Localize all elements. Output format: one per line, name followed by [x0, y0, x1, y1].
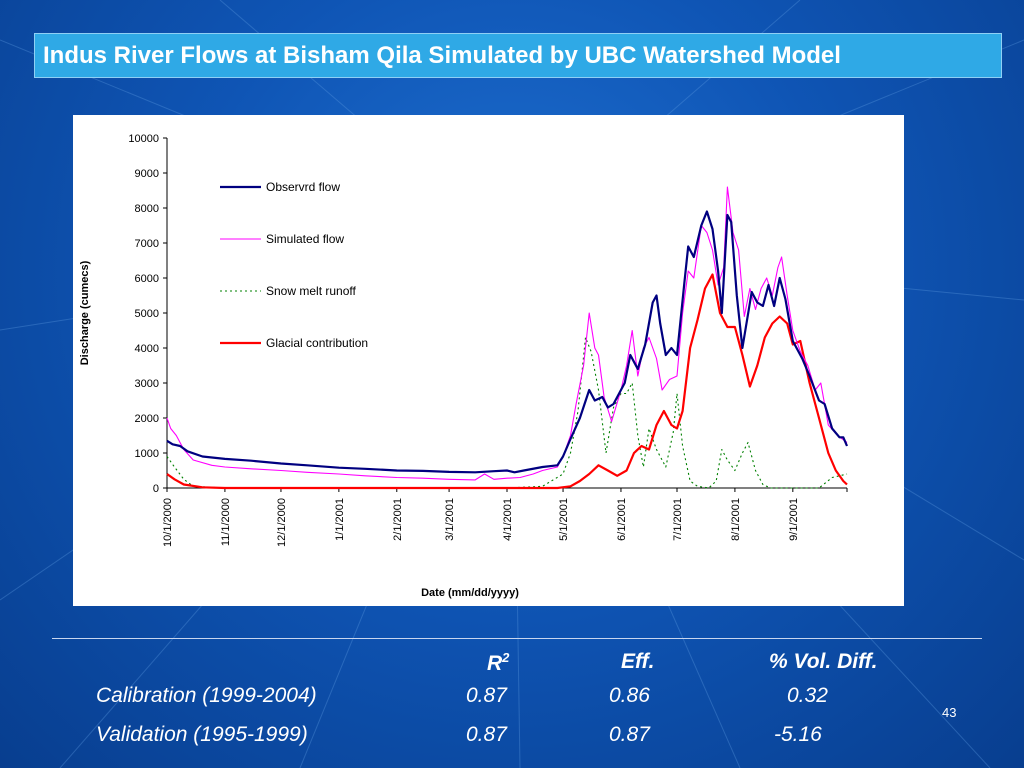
x-tick-label: 6/1/2001	[616, 498, 628, 541]
y-tick-label: 9000	[135, 168, 159, 180]
row-calibration-r2: 0.87	[466, 684, 507, 707]
x-tick-label: 12/1/2000	[276, 498, 288, 547]
row-validation-label: Validation (1995-1999)	[96, 723, 308, 746]
y-tick-label: 4000	[135, 343, 159, 355]
x-tick-label: 3/1/2001	[444, 498, 456, 541]
y-tick-label: 3000	[135, 378, 159, 390]
x-tick-label: 4/1/2001	[502, 498, 514, 541]
y-tick-label: 1000	[135, 448, 159, 460]
y-tick-label: 7000	[135, 238, 159, 250]
header-r2: R2	[487, 650, 510, 675]
series-line-glacial-contribution	[166, 273, 848, 490]
series-line-snow-melt-runoff	[166, 336, 848, 489]
y-tick-label: 8000	[135, 203, 159, 215]
page-number: 43	[942, 705, 957, 720]
header-eff: Eff.	[621, 650, 655, 673]
slide-title: Indus River Flows at Bisham Qila Simulat…	[43, 42, 841, 69]
x-tick-label: 1/1/2001	[334, 498, 346, 541]
x-tick-label: 11/1/2000	[220, 498, 232, 546]
legend-label: Observrd flow	[266, 180, 340, 194]
row-calibration-vol-diff: 0.32	[787, 684, 828, 707]
legend-label: Simulated flow	[266, 232, 344, 246]
x-tick-label: 5/1/2001	[558, 498, 570, 541]
y-axis-title: Discharge (cumecs)	[79, 260, 91, 365]
row-validation-vol-diff: -5.16	[774, 723, 822, 746]
row-calibration-label: Calibration (1999-2004)	[96, 684, 317, 707]
chart-panel: 0 1000 2000 3000 4000 5000 6000 7000 8000 9000 100…	[73, 115, 904, 606]
x-tick-label: 2/1/2001	[392, 498, 404, 541]
header-vol-diff: % Vol. Diff.	[769, 650, 878, 673]
row-validation-r2: 0.87	[466, 723, 507, 746]
discharge-chart: 0 1000 2000 3000 4000 5000 6000 7000 8000 9000 100…	[79, 133, 849, 599]
y-tick-label: 6000	[135, 273, 159, 285]
y-tick-label: 2000	[135, 413, 159, 425]
row-validation-eff: 0.87	[609, 723, 650, 746]
y-tick-label: 0	[153, 483, 159, 495]
row-calibration-eff: 0.86	[609, 684, 650, 707]
x-tick-label: 9/1/2001	[788, 498, 800, 541]
x-tick-label: 8/1/2001	[730, 498, 742, 541]
series-line-observrd-flow	[166, 210, 849, 474]
table-divider	[52, 638, 982, 639]
y-tick-label: 10000	[128, 133, 159, 145]
x-axis-title: Date (mm/dd/yyyy)	[421, 587, 519, 599]
x-tick-label: 7/1/2001	[672, 498, 684, 541]
y-tick-label: 5000	[135, 308, 159, 320]
legend-label: Snow melt runoff	[266, 284, 356, 298]
x-tick-label: 10/1/2000	[162, 498, 174, 547]
slide-title-box: Indus River Flows at Bisham Qila Simulat…	[34, 33, 1002, 78]
legend-label: Glacial contribution	[266, 336, 368, 350]
